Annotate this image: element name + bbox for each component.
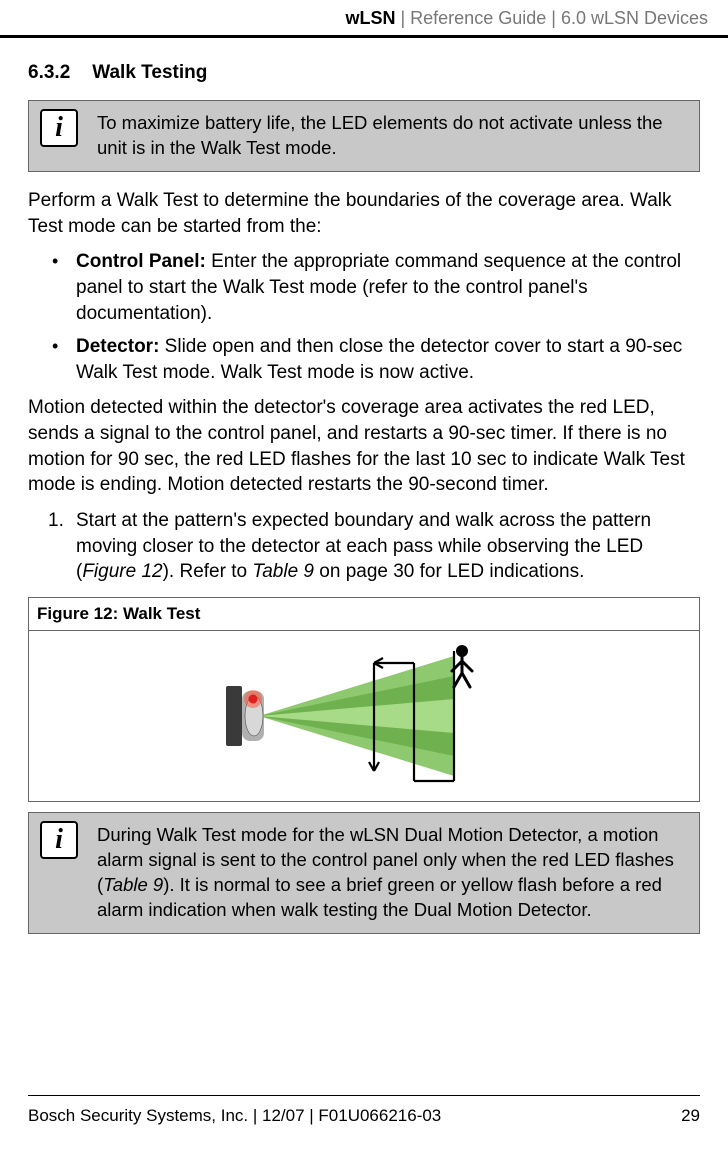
section-title: Walk Testing (92, 62, 207, 83)
bullet-label-2: Detector: (76, 336, 159, 357)
header-title: Reference Guide (410, 8, 546, 28)
step-num: 1. (48, 508, 76, 534)
header-text: wLSN | Reference Guide | 6.0 wLSN Device… (345, 8, 708, 28)
footer-left: Bosch Security Systems, Inc. | 12/07 | F… (28, 1106, 441, 1126)
info-icon-cell: i (29, 101, 89, 171)
header-sep2: | (546, 8, 561, 28)
bullet-item-1: Control Panel: Enter the appropriate com… (28, 249, 700, 326)
step-tbl-ref: Table 9 (252, 561, 314, 582)
page-content: 6.3.2 Walk Testing i To maximize battery … (0, 62, 728, 934)
info-text-2: During Walk Test mode for the wLSN Dual … (89, 813, 699, 933)
footer-page-number: 29 (681, 1106, 700, 1126)
bullet-item-2: Detector: Slide open and then close the … (28, 334, 700, 385)
bullet-label-1: Control Panel: (76, 251, 206, 272)
bullet-text-2: Slide open and then close the detector c… (76, 336, 682, 383)
page-header: wLSN | Reference Guide | 6.0 wLSN Device… (0, 0, 728, 38)
step-fig-ref: Figure 12 (82, 561, 162, 582)
walk-test-diagram (204, 641, 524, 791)
step-post: on page 30 for LED indications. (314, 561, 584, 582)
info-icon-cell-2: i (29, 813, 89, 933)
step-mid: ). Refer to (163, 561, 253, 582)
info-icon: i (40, 109, 78, 147)
header-product: wLSN (345, 8, 395, 28)
paragraph-2: Motion detected within the detector's co… (28, 395, 700, 498)
header-sep1: | (395, 8, 410, 28)
page-footer: Bosch Security Systems, Inc. | 12/07 | F… (28, 1095, 700, 1126)
detector-back (226, 686, 242, 746)
bullet-list: Control Panel: Enter the appropriate com… (28, 249, 700, 385)
step-1: 1.Start at the pattern's expected bounda… (28, 508, 700, 585)
figure-title: Figure 12: Walk Test (29, 598, 699, 631)
info-text-1: To maximize battery life, the LED elemen… (89, 101, 699, 171)
intro-paragraph: Perform a Walk Test to determine the bou… (28, 188, 700, 239)
info-box-1: i To maximize battery life, the LED elem… (28, 100, 700, 172)
info2-tbl-ref: Table 9 (103, 874, 163, 895)
figure-body (29, 631, 699, 801)
header-section: 6.0 wLSN Devices (561, 8, 708, 28)
section-heading: 6.3.2 Walk Testing (28, 62, 700, 84)
info-icon-2: i (40, 821, 78, 859)
steps-list: 1.Start at the pattern's expected bounda… (28, 508, 700, 585)
info2-post: ). It is normal to see a brief green or … (97, 874, 662, 920)
led-icon (249, 694, 258, 703)
figure-box: Figure 12: Walk Test (28, 597, 700, 802)
section-number: 6.3.2 (28, 62, 70, 84)
info-box-2: i During Walk Test mode for the wLSN Dua… (28, 812, 700, 934)
